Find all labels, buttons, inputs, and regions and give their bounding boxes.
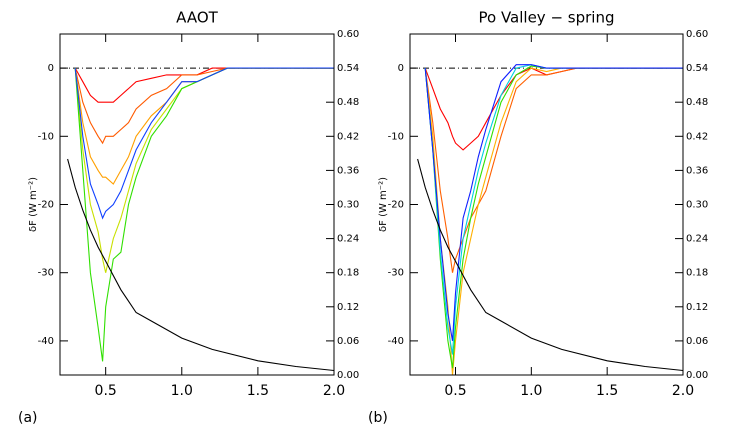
y-tick-label: -20 bbox=[388, 200, 404, 211]
y2-line bbox=[417, 158, 683, 372]
y-tick-label: -10 bbox=[38, 131, 54, 142]
y-tick-label: -30 bbox=[38, 268, 54, 279]
x-tick-label: 1.5 bbox=[596, 383, 618, 399]
y2-tick-label: 0.30 bbox=[337, 200, 359, 211]
y2-tick-label: 0.36 bbox=[686, 165, 708, 176]
y2-tick-label: 0.36 bbox=[337, 165, 359, 176]
series-line bbox=[424, 67, 683, 273]
y2-tick-label: 0.54 bbox=[686, 63, 708, 74]
y2-tick-label: 0.18 bbox=[337, 268, 359, 279]
plot-frame bbox=[59, 33, 335, 376]
y2-tick-label: 0.48 bbox=[686, 97, 708, 108]
panel-title: Po Valley − spring bbox=[479, 9, 615, 27]
y2-tick-label: 0.00 bbox=[686, 370, 708, 381]
plot-frame bbox=[409, 33, 684, 376]
y-tick-label: -20 bbox=[38, 200, 54, 211]
y-axis-label: δF (W m⁻²) bbox=[28, 177, 39, 232]
y2-tick-label: 0.12 bbox=[686, 302, 708, 313]
x-tick-label: 0.5 bbox=[444, 383, 466, 399]
y-tick-label: -40 bbox=[38, 336, 54, 347]
y2-tick-label: 0.54 bbox=[337, 63, 359, 74]
y-axis-label: δF (W m⁻²) bbox=[378, 177, 389, 232]
y2-tick-label: 0.60 bbox=[686, 29, 708, 40]
y2-tick-label: 0.42 bbox=[686, 131, 708, 142]
series-line bbox=[74, 67, 334, 145]
y2-tick-label: 0.42 bbox=[337, 131, 359, 142]
series-line bbox=[424, 64, 683, 341]
panel-label: (b) bbox=[368, 410, 388, 426]
series-line bbox=[74, 67, 334, 273]
plot-area bbox=[417, 64, 683, 375]
y2-tick-label: 0.24 bbox=[337, 234, 359, 245]
panel-label: (a) bbox=[18, 410, 38, 426]
panel-title: AAOT bbox=[176, 9, 218, 27]
x-tick-label: 2.0 bbox=[323, 383, 345, 399]
y-tick-label: 0 bbox=[48, 63, 54, 74]
y2-tick-label: 0.12 bbox=[337, 302, 359, 313]
x-tick-label: 1.0 bbox=[520, 383, 542, 399]
y-tick-label: -40 bbox=[388, 336, 404, 347]
y2-tick-label: 0.06 bbox=[686, 336, 708, 347]
series-line bbox=[74, 67, 334, 185]
series-line bbox=[74, 67, 334, 220]
y2-tick-label: 0.00 bbox=[337, 370, 359, 381]
y2-tick-label: 0.60 bbox=[337, 29, 359, 40]
y2-tick-label: 0.24 bbox=[686, 234, 708, 245]
y-tick-label: 0 bbox=[398, 63, 404, 74]
x-tick-label: 1.5 bbox=[247, 383, 269, 399]
series-line bbox=[424, 67, 683, 151]
y2-tick-label: 0.18 bbox=[686, 268, 708, 279]
series-line bbox=[424, 64, 683, 355]
x-tick-label: 0.5 bbox=[95, 383, 117, 399]
y2-tick-label: 0.06 bbox=[337, 336, 359, 347]
y-tick-label: -10 bbox=[388, 131, 404, 142]
y2-line bbox=[67, 158, 334, 372]
y2-tick-label: 0.30 bbox=[686, 200, 708, 211]
y2-tick-label: 0.48 bbox=[337, 97, 359, 108]
plot-area bbox=[67, 67, 334, 372]
y-tick-label: -30 bbox=[388, 268, 404, 279]
panel: AAOT (a) δF (W m⁻²) 0.5 1.0 1.5 2.0 0 -10 -20 -30 -… bbox=[18, 9, 359, 427]
series-line bbox=[424, 67, 683, 375]
x-tick-label: 2.0 bbox=[672, 383, 694, 399]
panel: Po Valley − spring (b) δF (W m⁻²) 0.5 1.0 1.5… bbox=[368, 9, 708, 427]
series-line bbox=[74, 67, 334, 362]
x-tick-label: 1.0 bbox=[171, 383, 193, 399]
